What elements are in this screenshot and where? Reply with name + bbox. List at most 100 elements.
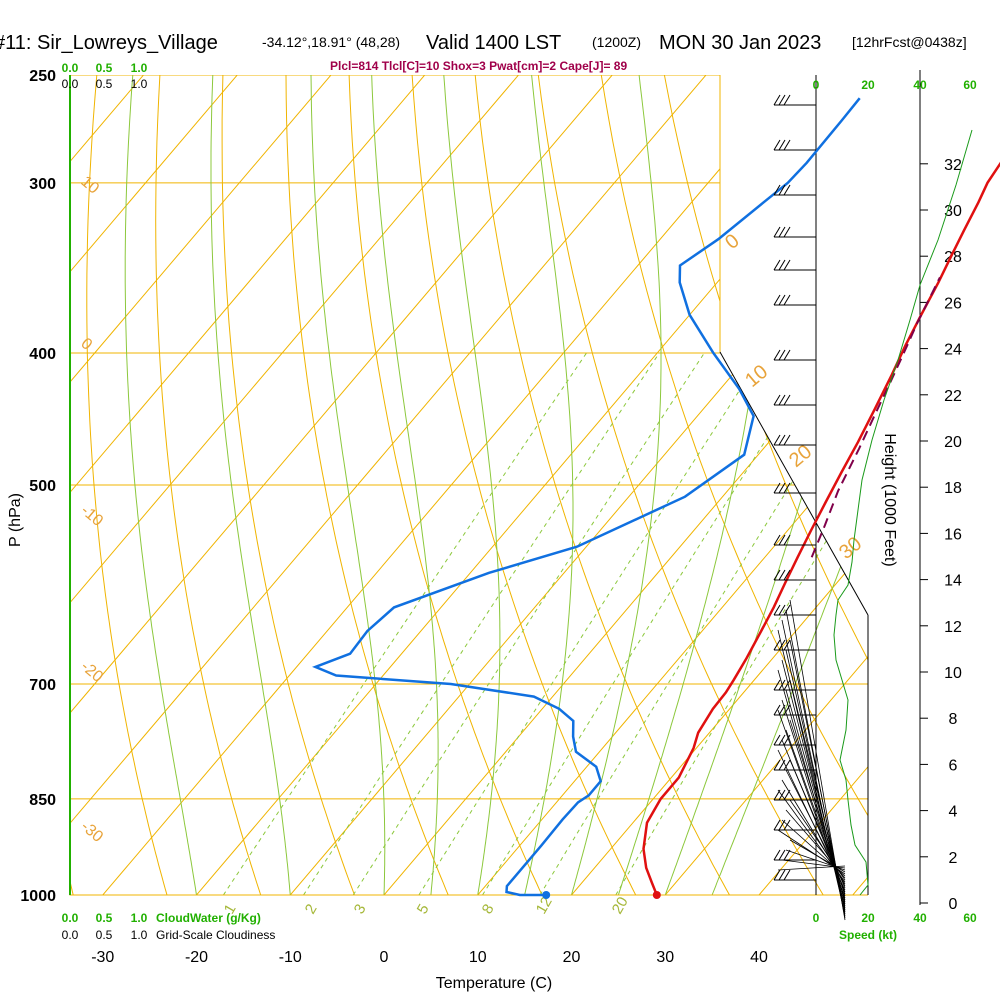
temperature-tick-label: 30 (656, 949, 674, 966)
dry-adiabat-line (534, 75, 842, 895)
mixing-ratio-line (222, 352, 587, 895)
pressure-tick-label: 400 (29, 346, 56, 363)
dewpoint-surface-marker (542, 891, 551, 899)
dry-adiabat-line (285, 75, 462, 895)
valid-time: Valid 1400 LST (426, 32, 561, 54)
temperature-tick-label: -30 (91, 949, 114, 966)
temperature-surface-marker (652, 891, 661, 899)
dry-adiabat-line (155, 75, 271, 895)
dry-adiabat-line (347, 75, 557, 895)
x-axis-title: Temperature (C) (436, 975, 552, 992)
cloud-water-scale-top: 0.5 (96, 61, 113, 75)
wind-scale-top: 20 (861, 78, 875, 92)
wind-scale-bottom: 40 (913, 911, 927, 925)
height-curve (833, 129, 973, 896)
cloud-water-scale-bottom: 0.0 (62, 911, 79, 925)
isotherm-line (734, 75, 868, 895)
mixing-ratio-line (615, 352, 868, 895)
cloud-water-scale-bottom: 1.0 (131, 911, 148, 925)
moist-adiabat-line (443, 75, 501, 895)
height-tick-label: 32 (944, 157, 962, 174)
temperature-tick-label: 40 (750, 949, 768, 966)
mixing-ratio-line (539, 352, 868, 895)
height-tick-label: 14 (944, 573, 962, 590)
isotherm-line (70, 75, 446, 895)
pressure-tick-label: 850 (29, 792, 56, 809)
height-tick-label: 18 (944, 480, 962, 497)
moist-adiabat-line (524, 75, 574, 895)
pressure-tick-label: 500 (29, 478, 56, 495)
cloudiness-scale-bottom: 1.0 (131, 928, 148, 942)
pressure-axis: 250 300 400 500 700 850 1000 (20, 68, 56, 905)
dry-adiabat-label: -30 (77, 818, 106, 846)
y-axis-title: P (hPa) (7, 493, 24, 547)
isotherm-line (640, 75, 868, 895)
dry-adiabat-line (410, 75, 652, 895)
dry-adiabat-label: 0 (77, 335, 95, 354)
date-label: MON 30 Jan 2023 (659, 32, 821, 54)
temperature-tick-label: -10 (279, 949, 302, 966)
mixing-ratio-line (418, 352, 765, 895)
moist-adiabat-line (310, 75, 386, 895)
cloud-water-scale-top: 1.0 (131, 61, 148, 75)
dewpoint-profile-line (312, 97, 861, 897)
dry-adiabat-label: 10 (77, 173, 102, 198)
wind-barbs (773, 94, 846, 921)
wind-speed-label: Speed (kt) (839, 928, 897, 942)
pressure-tick-label: 700 (29, 677, 56, 694)
moist-adiabat-line (371, 75, 439, 895)
moist-adiabat-line (210, 75, 291, 895)
height-tick-label: 10 (944, 665, 962, 682)
dry-adiabat-line (86, 75, 176, 895)
height-tick-label: 8 (949, 711, 958, 728)
temperature-tick-label: 0 (380, 949, 389, 966)
mixing-ratio-label: 8 (479, 901, 498, 917)
height-curve-line (833, 129, 973, 896)
isotherm-line (452, 75, 868, 895)
background-lines (69, 75, 869, 896)
profile-series (312, 97, 1000, 899)
pressure-tick-label: 300 (29, 176, 56, 193)
mixing-ratio-label: 20 (609, 894, 632, 917)
moist-adiabat-line (711, 75, 868, 895)
mixing-ratio-line (303, 352, 660, 895)
indices-line: Plcl=814 Tlcl[C]=10 Shox=3 Pwat[cm]=2 Ca… (330, 59, 627, 73)
cloudiness-scale-bottom: 0.0 (62, 928, 79, 942)
height-tick-label: 24 (944, 342, 962, 359)
moist-adiabat-label: 10 (741, 361, 772, 392)
height-tick-label: 20 (944, 434, 962, 451)
dry-adiabat-label: -10 (77, 502, 106, 530)
height-tick-label: 12 (944, 619, 962, 636)
moist-adiabat-line (571, 75, 662, 895)
temperature-profile-line (642, 161, 1000, 896)
isotherm-line (70, 75, 634, 895)
mixing-ratio-label: 5 (414, 901, 433, 917)
height-tick-label: 30 (944, 203, 962, 220)
station-name: #11: Sir_Lowreys_Village (0, 32, 218, 54)
isotherm-line (546, 75, 868, 895)
cloud-water-scale-top: 0.0 (62, 61, 79, 75)
dry-adiabat-line (597, 75, 868, 895)
cloudiness-scale-top: 1.0 (131, 77, 148, 91)
pressure-tick-label: 250 (29, 68, 56, 85)
cloud-water-label: CloudWater (g/Kg) (156, 911, 261, 925)
temperature-tick-label: 10 (469, 949, 487, 966)
isotherm-line (70, 75, 352, 895)
dry-adiabat-label: -20 (77, 658, 106, 686)
wind-scale-bottom: 20 (861, 911, 875, 925)
mixing-ratio-label: 2 (302, 901, 321, 917)
dry-adiabat-line (472, 75, 747, 895)
isotherm-line (827, 75, 868, 895)
mixing-ratio-line (352, 352, 705, 895)
cloudiness-scale-bottom: 0.5 (96, 928, 113, 942)
wind-scale-top: 60 (963, 78, 977, 92)
isotherm-line (77, 75, 821, 895)
isotherm-line (70, 75, 540, 895)
height-tick-label: 4 (949, 804, 958, 821)
cloudiness-scale-top: 0.0 (62, 77, 79, 91)
wind-scale-top: 40 (913, 78, 927, 92)
forecast-label: [12hrFcst@0438z] (852, 34, 967, 50)
